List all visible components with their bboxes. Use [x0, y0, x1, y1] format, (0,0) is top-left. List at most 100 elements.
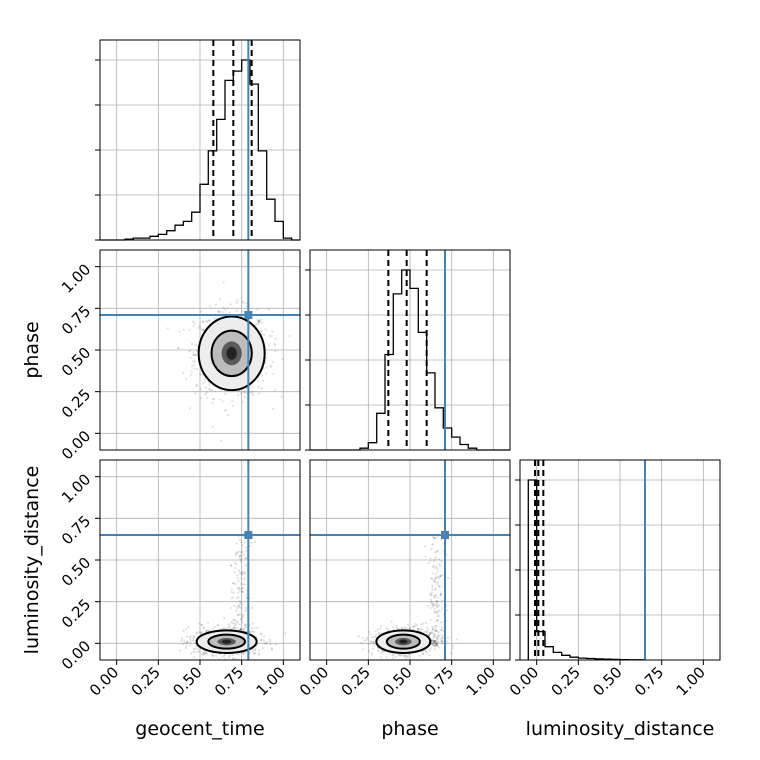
scatter-point	[241, 590, 244, 594]
scatter-point	[440, 593, 443, 596]
scatter-point	[439, 574, 442, 578]
scatter-point	[428, 633, 431, 636]
scatter-point	[391, 654, 394, 657]
scatter-point	[241, 621, 244, 624]
scatter-point	[431, 640, 434, 643]
scatter-point	[366, 636, 369, 640]
scatter-point	[417, 627, 420, 630]
scatter-point	[380, 624, 383, 628]
scatter-point	[201, 652, 204, 656]
scatter-point	[417, 628, 420, 631]
scatter-point	[432, 644, 436, 648]
scatter-point	[439, 565, 442, 568]
scatter-point	[372, 644, 375, 647]
scatter-point	[232, 626, 235, 629]
scatter-point	[235, 552, 239, 555]
scatter-point	[263, 635, 266, 638]
scatter-point	[194, 647, 197, 651]
scatter-point	[239, 628, 242, 631]
scatter-point	[195, 384, 198, 387]
scatter-point	[372, 641, 375, 644]
scatter-point	[262, 379, 265, 382]
scatter-point	[274, 350, 277, 353]
scatter-point	[434, 629, 437, 632]
scatter-point	[397, 654, 400, 657]
scatter-point	[232, 596, 235, 599]
scatter-point	[232, 591, 235, 595]
scatter-point	[228, 625, 231, 628]
scatter-point	[258, 652, 261, 655]
scatter-point	[235, 597, 239, 600]
scatter-point	[434, 556, 437, 559]
scatter-point	[424, 555, 427, 558]
scatter-point	[264, 642, 267, 646]
scatter-point	[190, 370, 193, 373]
scatter-point	[200, 397, 203, 400]
scatter-point	[433, 607, 437, 611]
scatter-point	[205, 651, 208, 654]
scatter-point	[436, 583, 439, 586]
scatter-point	[373, 635, 376, 638]
scatter-point	[432, 628, 435, 631]
scatter-point	[194, 651, 197, 654]
scatter-point	[269, 365, 272, 368]
scatter-point	[367, 650, 370, 653]
scatter-point	[191, 639, 194, 642]
scatter-point	[211, 627, 214, 630]
scatter-point	[236, 299, 239, 302]
scatter-point	[220, 663, 222, 665]
scatter-point	[211, 425, 214, 428]
scatter-point	[221, 655, 224, 658]
scatter-point	[237, 604, 240, 608]
scatter-point	[218, 310, 221, 313]
scatter-point	[185, 377, 188, 381]
scatter-point	[284, 632, 287, 635]
scatter-point	[242, 301, 245, 304]
scatter-point	[439, 628, 443, 632]
scatter-point	[211, 402, 214, 405]
scatter-point	[261, 330, 264, 333]
scatter-point	[450, 652, 453, 655]
contour-inner	[385, 633, 421, 650]
scatter-point	[428, 649, 431, 652]
scatter-point	[182, 629, 185, 633]
scatter-point	[422, 622, 425, 625]
scatter-point	[183, 639, 186, 642]
x-tick-label: 0.75	[421, 663, 457, 699]
scatter-point	[184, 628, 187, 631]
scatter-point	[429, 632, 432, 635]
scatter-point	[239, 627, 242, 631]
scatter-point	[238, 602, 242, 605]
scatter-point	[200, 623, 203, 627]
histogram-panel-luminosity_distance	[515, 459, 721, 661]
scatter-point	[230, 621, 233, 624]
scatter-point	[242, 652, 245, 656]
scatter-point	[412, 625, 415, 628]
scatter-point	[433, 596, 436, 599]
scatter-point	[243, 577, 246, 580]
scatter-point	[437, 604, 440, 607]
scatter-point	[265, 372, 268, 375]
scatter-point	[436, 568, 439, 571]
scatter-point	[242, 651, 245, 655]
scatter-point	[243, 396, 246, 399]
scatter-point	[440, 607, 444, 610]
scatter-point	[185, 646, 188, 649]
scatter-point	[227, 626, 230, 629]
scatter-point	[245, 564, 248, 567]
scatter-point	[432, 565, 435, 569]
scatter-point	[189, 349, 192, 352]
scatter-point	[202, 626, 205, 630]
scatter-point	[440, 559, 443, 563]
scatter-point	[270, 335, 273, 338]
scatter-point	[437, 558, 441, 561]
scatter-point	[238, 589, 241, 592]
scatter-point	[404, 627, 408, 630]
scatter-point	[242, 553, 245, 556]
scatter-point	[224, 409, 228, 412]
scatter-point	[189, 635, 192, 638]
scatter-point	[288, 335, 291, 338]
scatter-point	[391, 656, 394, 660]
scatter-point	[433, 640, 436, 643]
scatter-point	[192, 634, 195, 638]
